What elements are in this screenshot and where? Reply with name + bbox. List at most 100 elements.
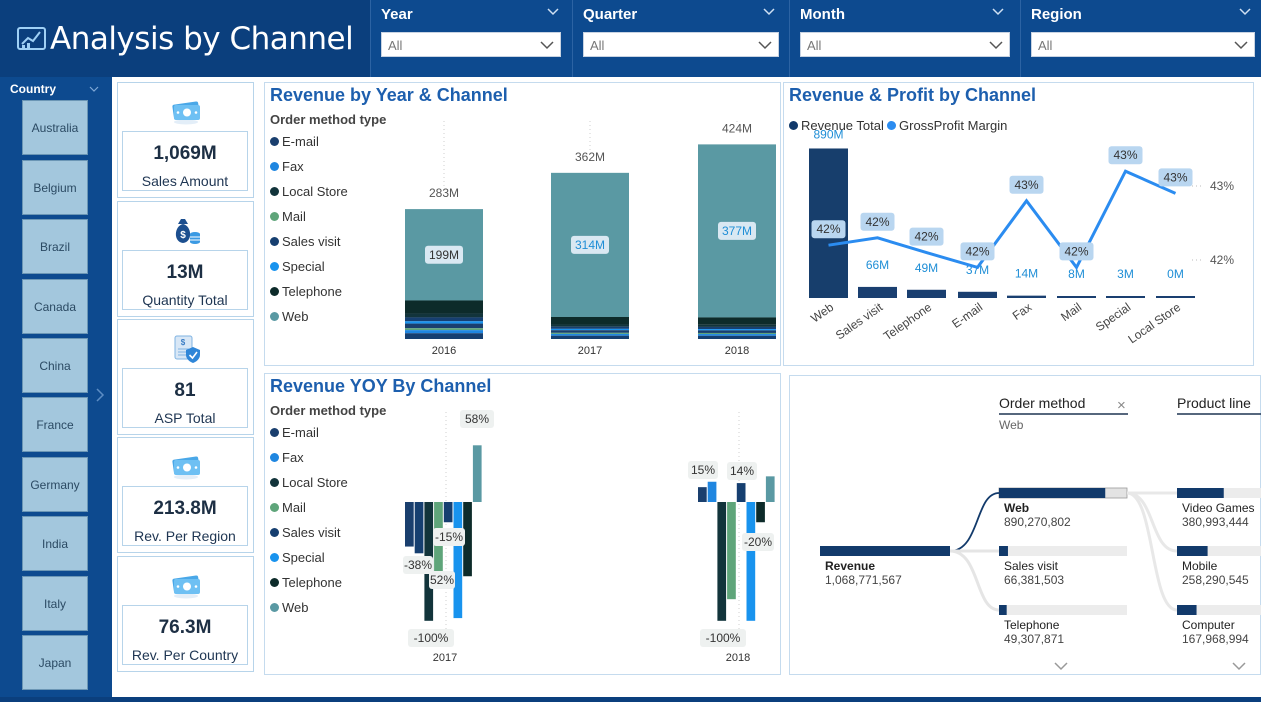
country-button-canada[interactable]: Canada [22,279,88,334]
legend-item-margin[interactable]: GrossProfit Margin [887,118,1007,133]
legend-item-revenue[interactable]: Revenue Total [789,118,884,133]
node-label: Computer [1182,618,1235,632]
data-label-bg [727,462,757,480]
chevron-down-icon[interactable] [89,86,99,92]
bar-segment [551,324,629,327]
region-slicer-label: Region [1031,6,1082,23]
country-button-france[interactable]: France [22,397,88,452]
kpi-card-rev-per-region: 213.8M Rev. Per Region [117,437,254,553]
legend-label: E-mail [282,425,319,440]
svg-text:$: $ [180,230,186,241]
legend-item[interactable]: Telephone [270,284,342,299]
line-label-bg [1108,146,1143,165]
chevron-down-icon[interactable] [992,8,1004,16]
legend-item[interactable]: Local Store [270,475,348,490]
chevron-down-icon[interactable] [763,8,775,16]
bar-revenue [1106,296,1145,298]
bar-segment [405,317,483,322]
x-tick-label: 2017 [578,345,602,357]
bar-segment [551,316,629,325]
x-tick-label: Local Store [1125,300,1183,346]
legend-item[interactable]: Sales visit [270,234,341,249]
legend-item[interactable]: Local Store [270,184,348,199]
region-dropdown[interactable]: All [1031,32,1255,57]
quarter-dropdown[interactable]: All [583,32,779,57]
node-bar-track [999,605,1127,615]
legend-item[interactable]: Fax [270,450,304,465]
legend-item[interactable]: Special [270,259,325,274]
kpi-label: Rev. Per Country [131,647,239,663]
node-label: Web [1004,501,1029,515]
quarter-dropdown-value: All [590,38,605,53]
legend-dot [270,578,279,587]
bar-data-label: 49M [915,261,938,275]
country-button-belgium[interactable]: Belgium [22,160,88,215]
legend-dot [270,428,279,437]
country-button-label: Canada [33,299,77,314]
month-dropdown[interactable]: All [800,32,1010,57]
chevron-right-icon[interactable] [95,387,105,403]
combo-bar-line-plot: 43% 42% 890M Web 66M Sales visit 49M Telephone 3… [808,127,1234,346]
legend-item[interactable]: Fax [270,159,304,174]
country-button-label: Brazil [39,239,70,254]
y2-tick-label: 42% [1210,253,1234,267]
month-slicer: Month All [789,0,1019,77]
data-label: -100% [414,631,449,645]
country-button-china[interactable]: China [22,338,88,393]
country-button-australia[interactable]: Australia [22,100,88,155]
country-button-germany[interactable]: Germany [22,457,88,512]
line-margin [828,169,1177,271]
data-label-bg [742,533,774,551]
legend-dot [270,528,279,537]
data-label: -100% [706,631,741,645]
year-dropdown-value: All [388,38,403,53]
data-label-bg [571,235,609,254]
bar-yoy-2017 [472,445,482,502]
legend-item[interactable]: Web [270,309,309,324]
country-button-india[interactable]: India [22,516,88,571]
country-slicer: Country Australia Belgium Brazil Canada … [0,77,112,697]
node-label: Telephone [1004,618,1060,632]
legend-dot [270,137,279,146]
legend-item[interactable]: Telephone [270,575,342,590]
month-slicer-label: Month [800,6,845,23]
legend-dot [270,187,279,196]
legend-item[interactable]: E-mail [270,134,319,149]
country-button-label: China [39,358,71,373]
chevron-down-icon[interactable] [547,8,559,16]
bar-data-label: 66M [866,258,889,272]
line-data-label: 42% [965,244,989,258]
legend-item[interactable]: Sales visit [270,525,341,540]
node-bar-fill [1177,488,1224,498]
legend-label: Local Store [282,184,348,199]
legend-item[interactable]: Mail [270,209,306,224]
line-label-bg [909,227,944,246]
chart-title: Revenue by Year & Channel [270,85,508,105]
country-button-italy[interactable]: Italy [22,576,88,631]
legend-item[interactable]: E-mail [270,425,319,440]
revenue-by-year-chart: Revenue by Year & Channel Order method t… [264,82,781,366]
legend-item[interactable]: Web [270,600,309,615]
x-tick-label: Telephone [881,300,935,343]
connector [949,492,1000,552]
bar-segment [698,332,776,335]
year-dropdown[interactable]: All [381,32,561,57]
kpi-card-rev-per-country: 76.3M Rev. Per Country [117,556,254,672]
data-label: 58% [465,412,489,426]
bar-segment [698,324,776,327]
line-label-bg [1009,175,1044,194]
country-button-brazil[interactable]: Brazil [22,219,88,274]
chevron-down-icon[interactable] [1054,662,1068,671]
legend-item[interactable]: Special [270,550,325,565]
bar-segment [551,326,629,329]
chevron-down-icon[interactable] [1232,662,1246,671]
data-label: 14% [730,464,754,478]
legend-item[interactable]: Mail [270,500,306,515]
close-icon[interactable]: × [1117,397,1126,414]
country-button-japan[interactable]: Japan [22,635,88,690]
bar-yoy-2018 [736,483,746,502]
kpi-value: 213.8M [153,498,217,519]
chevron-down-icon[interactable] [1239,8,1251,16]
node-value: 49,307,871 [1004,632,1064,646]
total-label: 283M [429,186,459,200]
